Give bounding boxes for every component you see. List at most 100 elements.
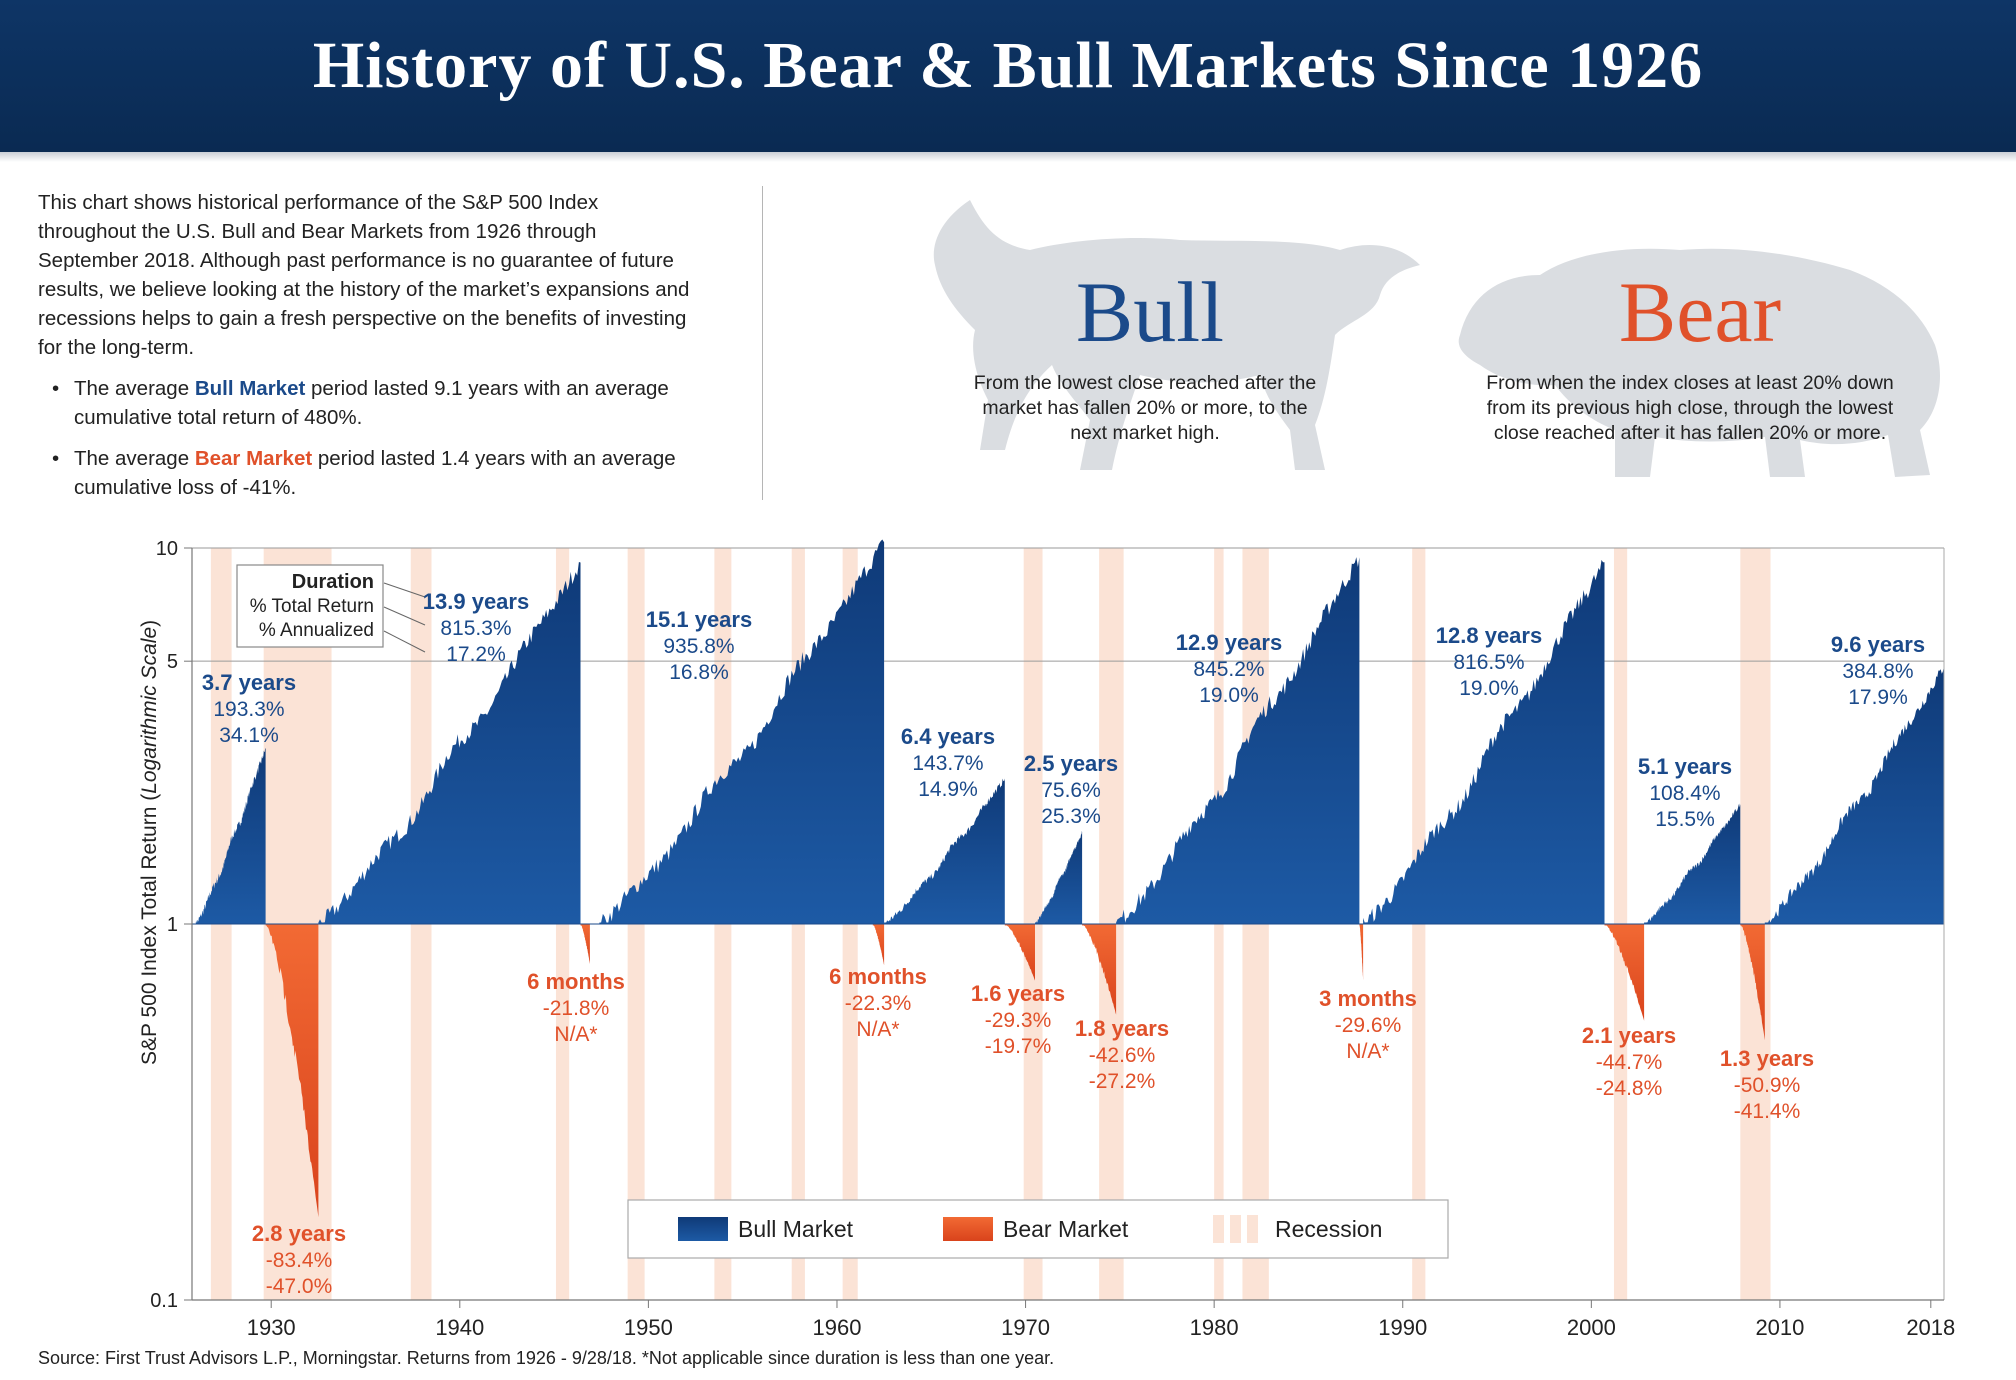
bull-market-area (195, 748, 266, 924)
bull-annualized-label: 17.2% (446, 643, 506, 666)
x-tick-label: 1970 (1001, 1315, 1050, 1340)
bull-return-label: 75.6% (1041, 779, 1101, 802)
bull-market-area (1644, 803, 1741, 924)
bull-duration-label: 12.9 years (1176, 630, 1282, 655)
intro-bullets: The average Bull Market period lasted 9.… (38, 374, 698, 502)
key-connector (383, 606, 426, 626)
bull-market-area (884, 778, 1005, 924)
legend-box (627, 1199, 1449, 1259)
bear-return-label: -29.6% (1335, 1014, 1402, 1037)
bull-return-label: 845.2% (1193, 658, 1264, 681)
bear-market-area (1740, 924, 1765, 1041)
bear-market-area (1359, 924, 1364, 982)
bull-annualized-label: 14.9% (918, 778, 978, 801)
legend-recession-swatch (1230, 1215, 1241, 1243)
bull-return-label: 935.8% (663, 635, 734, 658)
bull-market-area (318, 562, 581, 924)
bull-market-area (1035, 830, 1083, 924)
bear-duration-label: 2.1 years (1582, 1023, 1676, 1048)
bull-duration-label: 13.9 years (423, 589, 529, 614)
x-tick-label: 2010 (1755, 1315, 1804, 1340)
bear-definition: From when the index closes at least 20% … (1486, 372, 1894, 444)
bear-duration-label: 1.8 years (1075, 1016, 1169, 1041)
bear-return-label: -44.7% (1596, 1051, 1663, 1074)
header-divider (0, 152, 2016, 162)
legend-recession-swatch (1213, 1215, 1224, 1243)
bull-annualized-label: 17.9% (1848, 686, 1908, 709)
legend-bear-swatch (943, 1217, 993, 1241)
bull-silhouette-icon (933, 200, 1420, 470)
bull-annualized-label: 15.5% (1655, 808, 1715, 831)
intro-text: This chart shows historical performance … (38, 188, 698, 514)
y-tick-label: 1 (167, 914, 178, 936)
legend-bull-swatch (678, 1217, 728, 1241)
x-tick-label: 1950 (624, 1315, 673, 1340)
bear-market-area (1604, 924, 1645, 1021)
bear-annualized-label: -47.0% (266, 1275, 333, 1298)
source-note: Source: First Trust Advisors L.P., Morni… (38, 1348, 1055, 1368)
bear-duration-label: 1.6 years (971, 981, 1065, 1006)
section-divider (762, 186, 763, 500)
bull-annualized-label: 16.8% (669, 661, 729, 684)
bear-annualized-label: -24.8% (1596, 1077, 1663, 1100)
bear-silhouette-icon (1458, 248, 1940, 477)
bear-return-label: -50.9% (1734, 1074, 1801, 1097)
bull-annualized-label: 19.0% (1459, 677, 1519, 700)
bull-duration-label: 15.1 years (646, 607, 752, 632)
bull-duration-label: 6.4 years (901, 724, 995, 749)
bear-return-label: -29.3% (985, 1009, 1052, 1032)
bull-annualized-label: 25.3% (1041, 805, 1101, 828)
bear-return-label: -21.8% (543, 997, 610, 1020)
bear-market-area (872, 924, 885, 966)
bear-market-area (1004, 924, 1035, 981)
key-connector (383, 630, 426, 653)
bull-market-term: Bull Market (194, 377, 306, 400)
bear-average-bullet: The average Bear Market period lasted 1.… (52, 444, 698, 502)
bear-annualized-label: -41.4% (1734, 1100, 1801, 1123)
bull-definition: From the lowest close reached after the … (973, 372, 1317, 444)
bear-market-term: Bear Market (194, 447, 313, 470)
bear-return-label: -83.4% (266, 1249, 333, 1272)
intro-paragraph: This chart shows historical performance … (38, 191, 690, 359)
bull-market-area (1764, 666, 1944, 924)
bear-annualized-label: -19.7% (985, 1035, 1052, 1058)
x-tick-label: 1980 (1190, 1315, 1239, 1340)
chart-legend: Bull Market Bear Market Recession (627, 1199, 1449, 1259)
page-header: History of U.S. Bear & Bull Markets Sinc… (0, 0, 2016, 152)
bear-market-area (1082, 924, 1117, 1015)
bull-annualized-label: 34.1% (219, 724, 279, 747)
y-tick-label: 0.1 (150, 1290, 178, 1312)
key-duration: Duration (292, 571, 374, 593)
page-title: History of U.S. Bear & Bull Markets Sinc… (312, 29, 1704, 102)
bull-duration-label: 9.6 years (1831, 632, 1925, 657)
bear-annualized-label: -27.2% (1089, 1070, 1156, 1093)
bull-return-label: 384.8% (1842, 660, 1913, 683)
bull-return-label: 815.3% (440, 617, 511, 640)
bear-annualized-label: N/A* (554, 1023, 597, 1046)
legend-bull-label: Bull Market (738, 1216, 854, 1242)
bear-annualized-label: N/A* (1346, 1040, 1389, 1063)
bear-duration-label: 1.3 years (1720, 1046, 1814, 1071)
duration-key-box (236, 564, 384, 648)
x-tick-label: 1990 (1378, 1315, 1427, 1340)
legend-recession-swatch (1247, 1215, 1258, 1243)
bull-duration-label: 5.1 years (1638, 754, 1732, 779)
x-tick-label: 1940 (435, 1315, 484, 1340)
duration-key: Duration % Total Return % Annualized (236, 564, 426, 653)
bear-duration-label: 3 months (1319, 986, 1417, 1011)
bear-duration-label: 6 months (829, 964, 927, 989)
legend-recession-label: Recession (1275, 1216, 1382, 1242)
bear-return-label: -42.6% (1089, 1044, 1156, 1067)
bull-return-label: 816.5% (1453, 651, 1524, 674)
bull-title: Bull (1075, 264, 1225, 360)
bull-duration-label: 3.7 years (202, 670, 296, 695)
bear-market-area (265, 924, 319, 1218)
bull-return-label: 143.7% (912, 752, 983, 775)
bear-duration-label: 2.8 years (252, 1221, 346, 1246)
x-tick-label: 1960 (813, 1315, 862, 1340)
bear-market-area (580, 924, 590, 965)
legend-bear-label: Bear Market (1003, 1216, 1129, 1242)
x-tick-label: 2000 (1567, 1315, 1616, 1340)
bull-average-bullet: The average Bull Market period lasted 9.… (52, 374, 698, 432)
